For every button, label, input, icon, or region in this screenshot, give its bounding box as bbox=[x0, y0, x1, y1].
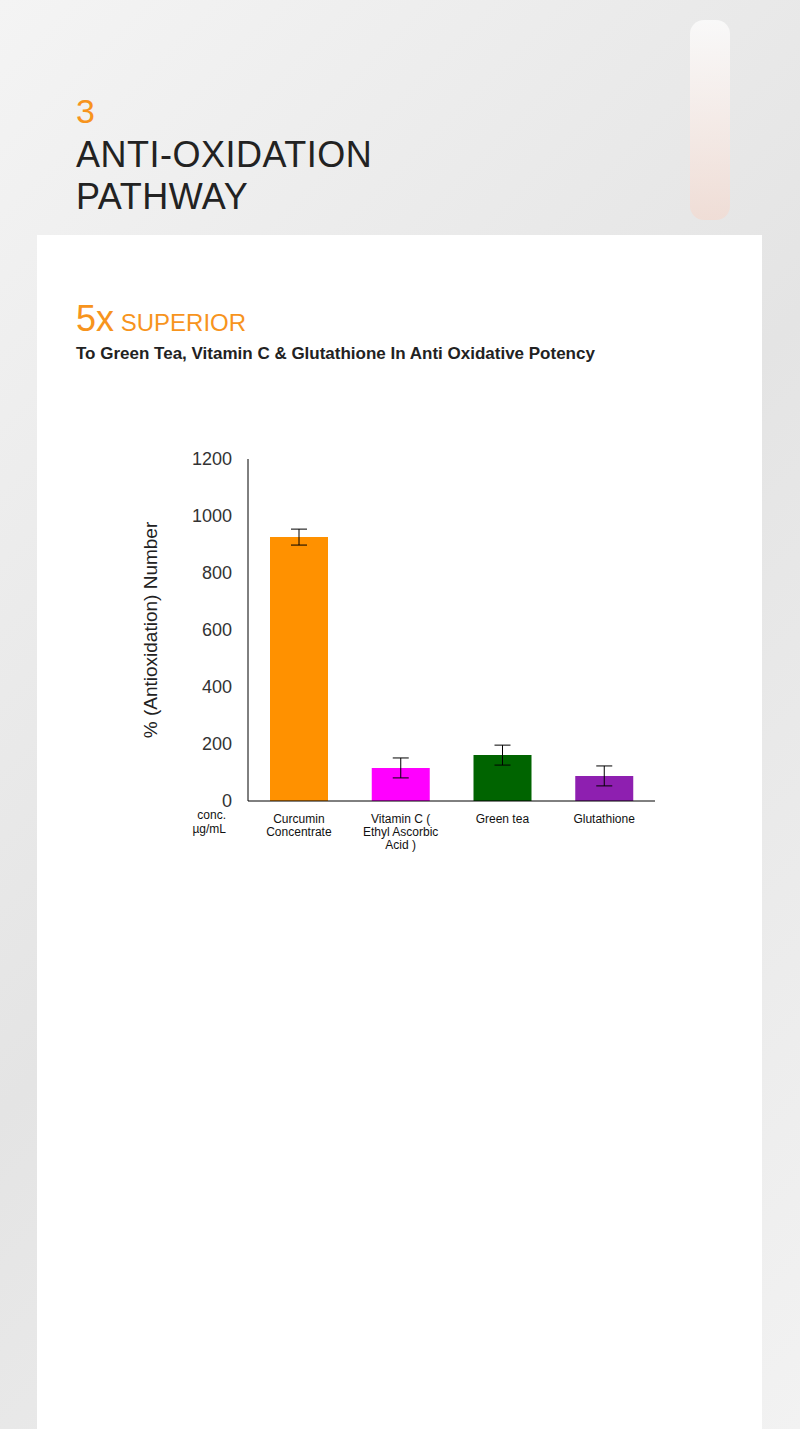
svg-text:200: 200 bbox=[202, 734, 232, 754]
svg-text:Curcumin: Curcumin bbox=[273, 812, 324, 826]
svg-text:Glutathione: Glutathione bbox=[573, 812, 635, 826]
svg-text:Green tea: Green tea bbox=[476, 812, 530, 826]
svg-text:Acid ): Acid ) bbox=[385, 838, 416, 852]
html-text:µg/mL: µg/mL bbox=[192, 822, 226, 836]
svg-text:1000: 1000 bbox=[192, 506, 232, 526]
svg-text:Vitamin C (: Vitamin C ( bbox=[371, 812, 430, 826]
svg-text:Ethyl Ascorbic: Ethyl Ascorbic bbox=[363, 825, 438, 839]
html-text:PATHWAY: PATHWAY bbox=[76, 176, 249, 217]
svg-text:400: 400 bbox=[202, 677, 232, 697]
svg-text:1200: 1200 bbox=[192, 449, 232, 469]
svg-text:Concentrate: Concentrate bbox=[266, 825, 332, 839]
html-text:conc.: conc. bbox=[197, 808, 226, 822]
svg-text:600: 600 bbox=[202, 620, 232, 640]
svg-text:0: 0 bbox=[222, 791, 232, 812]
svg-text:800: 800 bbox=[202, 563, 232, 583]
html-text:ANTI-OXIDATION: ANTI-OXIDATION bbox=[76, 134, 373, 175]
html-text:To Green Tea, Vitamin C & Glut: To Green Tea, Vitamin C & Glutathione In… bbox=[76, 344, 595, 363]
svg-text:% (Antioxidation) Number: % (Antioxidation) Number bbox=[140, 521, 161, 738]
html-text:3: 3 bbox=[76, 92, 95, 130]
html-text:5xSUPERIOR: 5xSUPERIOR bbox=[76, 298, 247, 339]
